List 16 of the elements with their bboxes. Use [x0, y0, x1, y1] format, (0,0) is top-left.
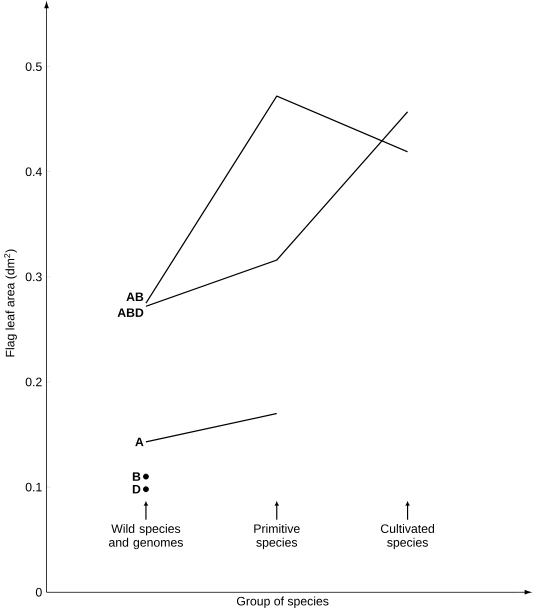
x-axis-title: Group of species: [237, 596, 329, 608]
y-tick-label: 0.2: [26, 378, 42, 386]
series-label: AB: [126, 292, 144, 302]
series-label: B: [132, 472, 140, 481]
series-label: A: [135, 438, 144, 446]
x-tick-label: Primitive species: [254, 524, 300, 550]
y-axis-title: Flag leaf area (dm$^{2}$): [4, 250, 17, 357]
series-label: ABD: [118, 308, 144, 317]
series-label: D: [132, 485, 140, 494]
y-tick-label: 0.5: [26, 62, 42, 71]
x-tick-label: Cultivated species: [381, 524, 434, 550]
y-tick-label: 0: [36, 588, 42, 597]
x-tick-label: Wild species and genomes: [109, 524, 183, 550]
y-tick-label: 0.4: [26, 167, 42, 176]
y-tick-label: 0.3: [26, 272, 42, 282]
y-tick-label: 0.1: [26, 482, 42, 492]
